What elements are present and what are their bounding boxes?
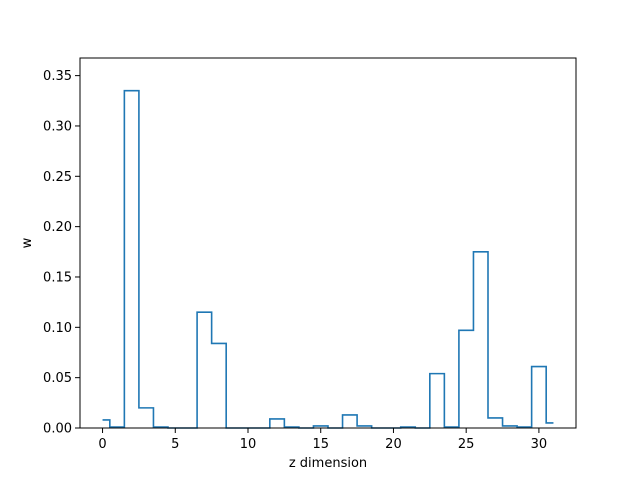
x-tick-label: 30 [531,437,548,452]
x-axis-label: z dimension [289,456,367,471]
y-tick-label: 0.25 [43,170,72,185]
y-tick-label: 0.35 [43,69,72,84]
x-axis: 0 5 10 15 20 25 30 [98,428,547,452]
x-tick-label: 5 [171,437,179,452]
y-tick-label: 0.15 [43,270,72,285]
x-tick-label: 15 [312,437,329,452]
x-tick-label: 20 [385,437,402,452]
plot-frame [79,57,577,429]
y-tick-label: 0.30 [43,119,72,134]
x-tick-label: 0 [98,437,106,452]
y-tick-label: 0.20 [43,220,72,235]
y-axis: 0.00 0.05 0.10 0.15 0.20 0.25 0.30 0.35 [43,69,80,437]
plot-area [80,58,576,428]
y-tick-label: 0.05 [43,371,72,386]
y-tick-label: 0.00 [43,422,72,437]
x-tick-label: 25 [458,437,475,452]
y-axis-label: w [20,237,35,248]
y-tick-label: 0.10 [43,321,72,336]
x-tick-label: 10 [240,437,257,452]
